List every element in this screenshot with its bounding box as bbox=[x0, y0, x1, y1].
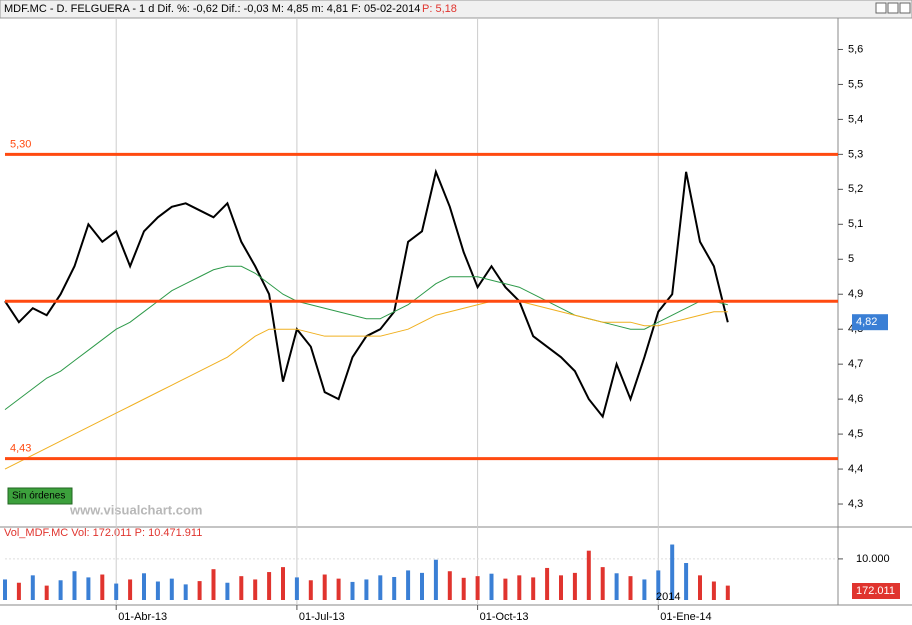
volume-bar bbox=[670, 544, 675, 600]
volume-bar bbox=[350, 581, 355, 600]
volume-bar bbox=[725, 585, 730, 600]
volume-bar bbox=[586, 550, 591, 600]
maximize-button[interactable] bbox=[887, 2, 899, 14]
y-tick-label: 4,9 bbox=[848, 288, 863, 300]
volume-title: Vol_MDF.MC Vol: 172.011 P: 10.471.911 bbox=[4, 527, 202, 539]
volume-bar bbox=[211, 569, 216, 600]
volume-bar bbox=[420, 572, 424, 600]
volume-bar bbox=[572, 572, 577, 600]
volume-bar bbox=[197, 581, 202, 600]
y-tick-label: 5,4 bbox=[848, 113, 863, 125]
volume-bar bbox=[559, 575, 563, 600]
volume-bar bbox=[100, 574, 105, 600]
minimize-button[interactable] bbox=[875, 2, 887, 14]
close-button[interactable] bbox=[899, 2, 911, 14]
volume-tag-label: 172.011 bbox=[856, 585, 895, 597]
y-tick-label: 5,3 bbox=[848, 148, 863, 160]
volume-bar bbox=[267, 572, 272, 600]
volume-bar bbox=[114, 583, 119, 600]
volume-bar bbox=[72, 571, 77, 600]
y-tick-label: 5,1 bbox=[848, 218, 863, 230]
y-tick-label: 4,6 bbox=[848, 393, 863, 405]
y-tick-label: 10.000 bbox=[856, 553, 890, 565]
volume-bar bbox=[225, 582, 230, 600]
volume-bar bbox=[322, 574, 327, 600]
y-tick-label: 5,5 bbox=[848, 78, 863, 90]
volume-bar bbox=[711, 581, 716, 600]
volume-bar bbox=[489, 573, 494, 600]
volume-bar bbox=[656, 570, 661, 600]
volume-bar bbox=[155, 581, 160, 600]
volume-bar bbox=[698, 575, 702, 600]
volume-bar bbox=[378, 575, 383, 600]
volume-bar bbox=[406, 570, 411, 600]
x-tick-label: 01-Oct-13 bbox=[480, 611, 529, 623]
y-tick-label: 5,6 bbox=[848, 43, 863, 55]
orders-button[interactable] bbox=[7, 487, 73, 505]
price-tag bbox=[852, 314, 888, 331]
volume-bar bbox=[531, 577, 536, 600]
y-tick-label: 5,2 bbox=[848, 183, 863, 195]
year-label: 2014 bbox=[656, 591, 680, 603]
level-label: 5,30 bbox=[10, 138, 31, 150]
volume-bar bbox=[475, 576, 480, 600]
moving-average bbox=[4, 265, 728, 411]
volume-bar bbox=[253, 579, 258, 600]
level-label: 4,43 bbox=[10, 442, 31, 454]
volume-bar bbox=[16, 582, 21, 600]
y-tick-label: 4,5 bbox=[848, 428, 863, 440]
y-tick-label: 4,3 bbox=[848, 498, 863, 510]
y-tick-label: 4,4 bbox=[848, 463, 863, 475]
volume-bar bbox=[517, 575, 522, 600]
x-tick-label: 01-Jul-13 bbox=[299, 611, 345, 623]
y-tick-label: 5 bbox=[848, 253, 854, 265]
title-price: P: 5,18 bbox=[422, 3, 457, 15]
volume-bar bbox=[433, 559, 438, 600]
moving-average bbox=[4, 300, 728, 470]
volume-bar bbox=[503, 578, 508, 600]
volume-bar bbox=[3, 579, 7, 600]
price-tag-label: 4,82 bbox=[856, 316, 877, 328]
volume-bar bbox=[336, 578, 341, 600]
volume-bar bbox=[86, 577, 91, 600]
volume-bar bbox=[628, 576, 633, 600]
volume-tag bbox=[852, 583, 900, 599]
volume-bar bbox=[169, 578, 174, 600]
volume-bar bbox=[545, 567, 550, 600]
volume-bar bbox=[30, 575, 35, 600]
volume-bar bbox=[281, 567, 285, 600]
volume-bar bbox=[461, 577, 466, 600]
volume-bar bbox=[308, 580, 313, 600]
x-tick-label: 01-Ene-14 bbox=[660, 611, 711, 623]
volume-bar bbox=[392, 576, 397, 600]
chart-title: MDF.MC - D. FELGUERA - 1 d Dif. %: -0,62… bbox=[4, 3, 420, 15]
y-tick-label: 4,7 bbox=[848, 358, 863, 370]
orders-button-label: Sin órdenes bbox=[12, 491, 65, 502]
volume-bar bbox=[642, 579, 647, 600]
volume-bar bbox=[128, 579, 133, 600]
volume-bar bbox=[614, 573, 619, 600]
volume-bar bbox=[239, 576, 244, 600]
volume-bar bbox=[44, 585, 49, 600]
header-bar bbox=[0, 0, 912, 19]
volume-bar bbox=[294, 577, 299, 600]
volume-bar bbox=[183, 584, 188, 600]
watermark: www.visualchart.com bbox=[69, 502, 202, 517]
volume-bar bbox=[364, 579, 369, 600]
volume-bar bbox=[684, 563, 689, 600]
x-tick-label: 01-Abr-13 bbox=[118, 611, 167, 623]
volume-bar bbox=[447, 571, 452, 600]
volume-bar bbox=[142, 573, 146, 600]
volume-bar bbox=[600, 567, 605, 600]
volume-bar bbox=[58, 580, 63, 600]
